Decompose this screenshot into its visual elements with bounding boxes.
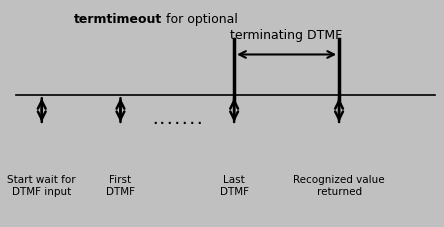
Text: .......: ....... xyxy=(151,114,203,127)
Text: Start wait for
DTMF input: Start wait for DTMF input xyxy=(8,175,76,197)
Text: First
DTMF: First DTMF xyxy=(106,175,135,197)
Text: for optional: for optional xyxy=(162,13,238,26)
Text: Recognized value
returned: Recognized value returned xyxy=(293,175,385,197)
Text: Last
DTMF: Last DTMF xyxy=(220,175,249,197)
Text: termtimeout: termtimeout xyxy=(74,13,162,26)
Text: terminating DTMF: terminating DTMF xyxy=(230,29,343,42)
